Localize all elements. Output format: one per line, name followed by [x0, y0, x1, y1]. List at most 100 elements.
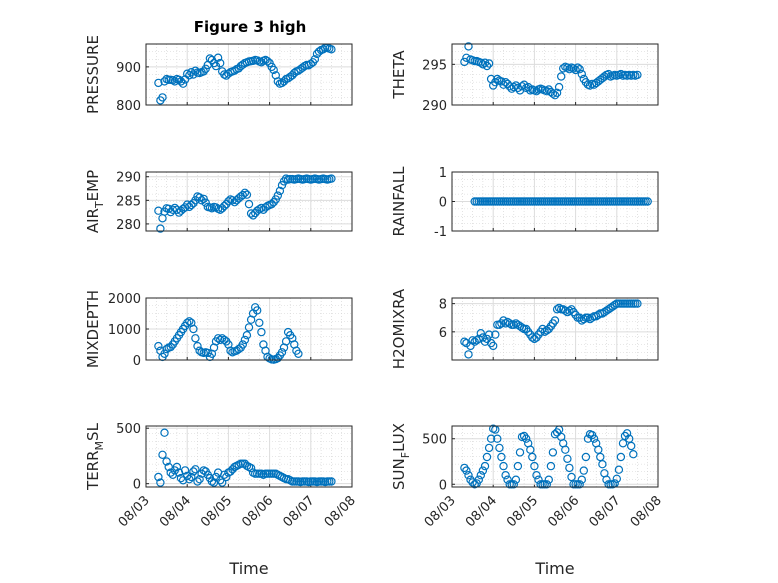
axes-frame — [145, 171, 353, 232]
data-point — [552, 88, 562, 98]
data-point — [191, 334, 200, 343]
data-point — [559, 305, 568, 314]
data-point — [505, 319, 514, 328]
data-point — [195, 475, 204, 484]
data-point — [193, 477, 202, 486]
y-label-main: AIR — [84, 208, 102, 233]
data-point — [195, 346, 204, 355]
data-point — [565, 463, 574, 473]
data-point — [170, 77, 179, 86]
data-point — [480, 461, 490, 471]
data-point — [267, 199, 276, 209]
data-point — [290, 68, 299, 78]
data-point — [193, 341, 202, 351]
data-point — [327, 477, 336, 486]
x-axis-label: Time — [228, 559, 268, 578]
y-tick-label: 1 — [439, 166, 447, 181]
data-point — [166, 342, 175, 352]
axes-frame — [145, 425, 353, 488]
data-point — [238, 340, 247, 349]
data-point — [474, 475, 483, 484]
data-point — [319, 45, 328, 54]
y-axis-label: SUNFLUX — [390, 423, 412, 490]
data-point — [497, 452, 506, 462]
data-point — [205, 54, 215, 63]
data-point — [622, 429, 632, 438]
data-point — [484, 443, 494, 453]
data-point — [625, 434, 634, 443]
y-label-main: H2OMIXRA — [390, 288, 408, 369]
y-tick-label: 295 — [422, 58, 447, 73]
data-point — [220, 201, 229, 211]
data-point — [180, 75, 190, 84]
data-point — [503, 475, 512, 484]
data-point — [168, 75, 177, 85]
data-point — [528, 452, 537, 462]
subplot-3: 280 285 290 AIRTEMP — [84, 170, 353, 233]
y-tick-label: 285 — [116, 194, 141, 209]
data-point — [242, 190, 252, 199]
y-axis-label: THETA — [390, 50, 408, 100]
data-point — [189, 467, 198, 476]
y-label-main: THETA — [390, 50, 408, 100]
y-tick-label: 280 — [116, 218, 141, 233]
data-point — [294, 349, 303, 358]
data-point — [314, 47, 324, 56]
y-tick-label: 8 — [439, 298, 447, 313]
data-point — [600, 72, 609, 81]
y-axis-label: MIXDEPTH — [84, 290, 102, 368]
y-tick-label: 500 — [116, 422, 141, 437]
subplot-6: 6 8 H2OMIXRA — [390, 288, 659, 369]
data-point — [476, 58, 485, 67]
data-point — [211, 203, 221, 212]
data-point — [554, 82, 564, 92]
data-point — [476, 471, 485, 480]
data-series — [154, 428, 336, 487]
y-axis-label: H2OMIXRA — [390, 288, 408, 369]
data-point — [240, 335, 250, 345]
data-point — [244, 199, 254, 209]
data-point — [253, 206, 262, 215]
data-point — [154, 206, 163, 215]
data-point — [275, 186, 285, 196]
y-label-main: MIXDEPTH — [84, 290, 102, 368]
data-point — [589, 434, 599, 443]
data-point — [160, 77, 169, 86]
y-axis-label: TERRMSL — [84, 422, 106, 491]
data-point — [464, 350, 473, 359]
y-label-main: TERR — [84, 450, 102, 491]
x-tick-label: 08/04 — [157, 493, 194, 530]
data-point — [255, 318, 264, 327]
data-point — [176, 77, 186, 86]
y-tick-label: 800 — [116, 99, 141, 114]
data-point — [191, 66, 200, 75]
x-tick-label: 08/04 — [463, 493, 500, 530]
data-point — [550, 90, 560, 100]
data-point — [604, 69, 613, 79]
data-point — [160, 428, 169, 437]
data-point — [629, 450, 638, 459]
x-tick-label: 08/07 — [281, 493, 318, 530]
data-point — [573, 63, 582, 72]
data-point — [489, 341, 498, 351]
y-tick-label: -1 — [434, 225, 447, 240]
data-point — [505, 82, 514, 91]
data-point — [158, 450, 167, 459]
data-point — [511, 475, 521, 484]
data-point — [616, 69, 626, 79]
data-point — [552, 305, 562, 314]
data-point — [534, 475, 543, 484]
data-point — [509, 480, 518, 489]
y-tick-label: 290 — [116, 171, 141, 186]
data-point — [242, 331, 252, 340]
figure-title: Figure 3 high — [194, 18, 307, 36]
data-point — [546, 461, 556, 471]
data-point — [187, 472, 196, 482]
data-point — [213, 334, 223, 343]
data-point — [466, 341, 475, 351]
data-series — [154, 43, 336, 105]
data-point — [567, 472, 576, 482]
y-label-main: PRESSURE — [84, 35, 102, 114]
x-tick-label: 08/05 — [504, 493, 541, 530]
data-point — [185, 475, 194, 484]
